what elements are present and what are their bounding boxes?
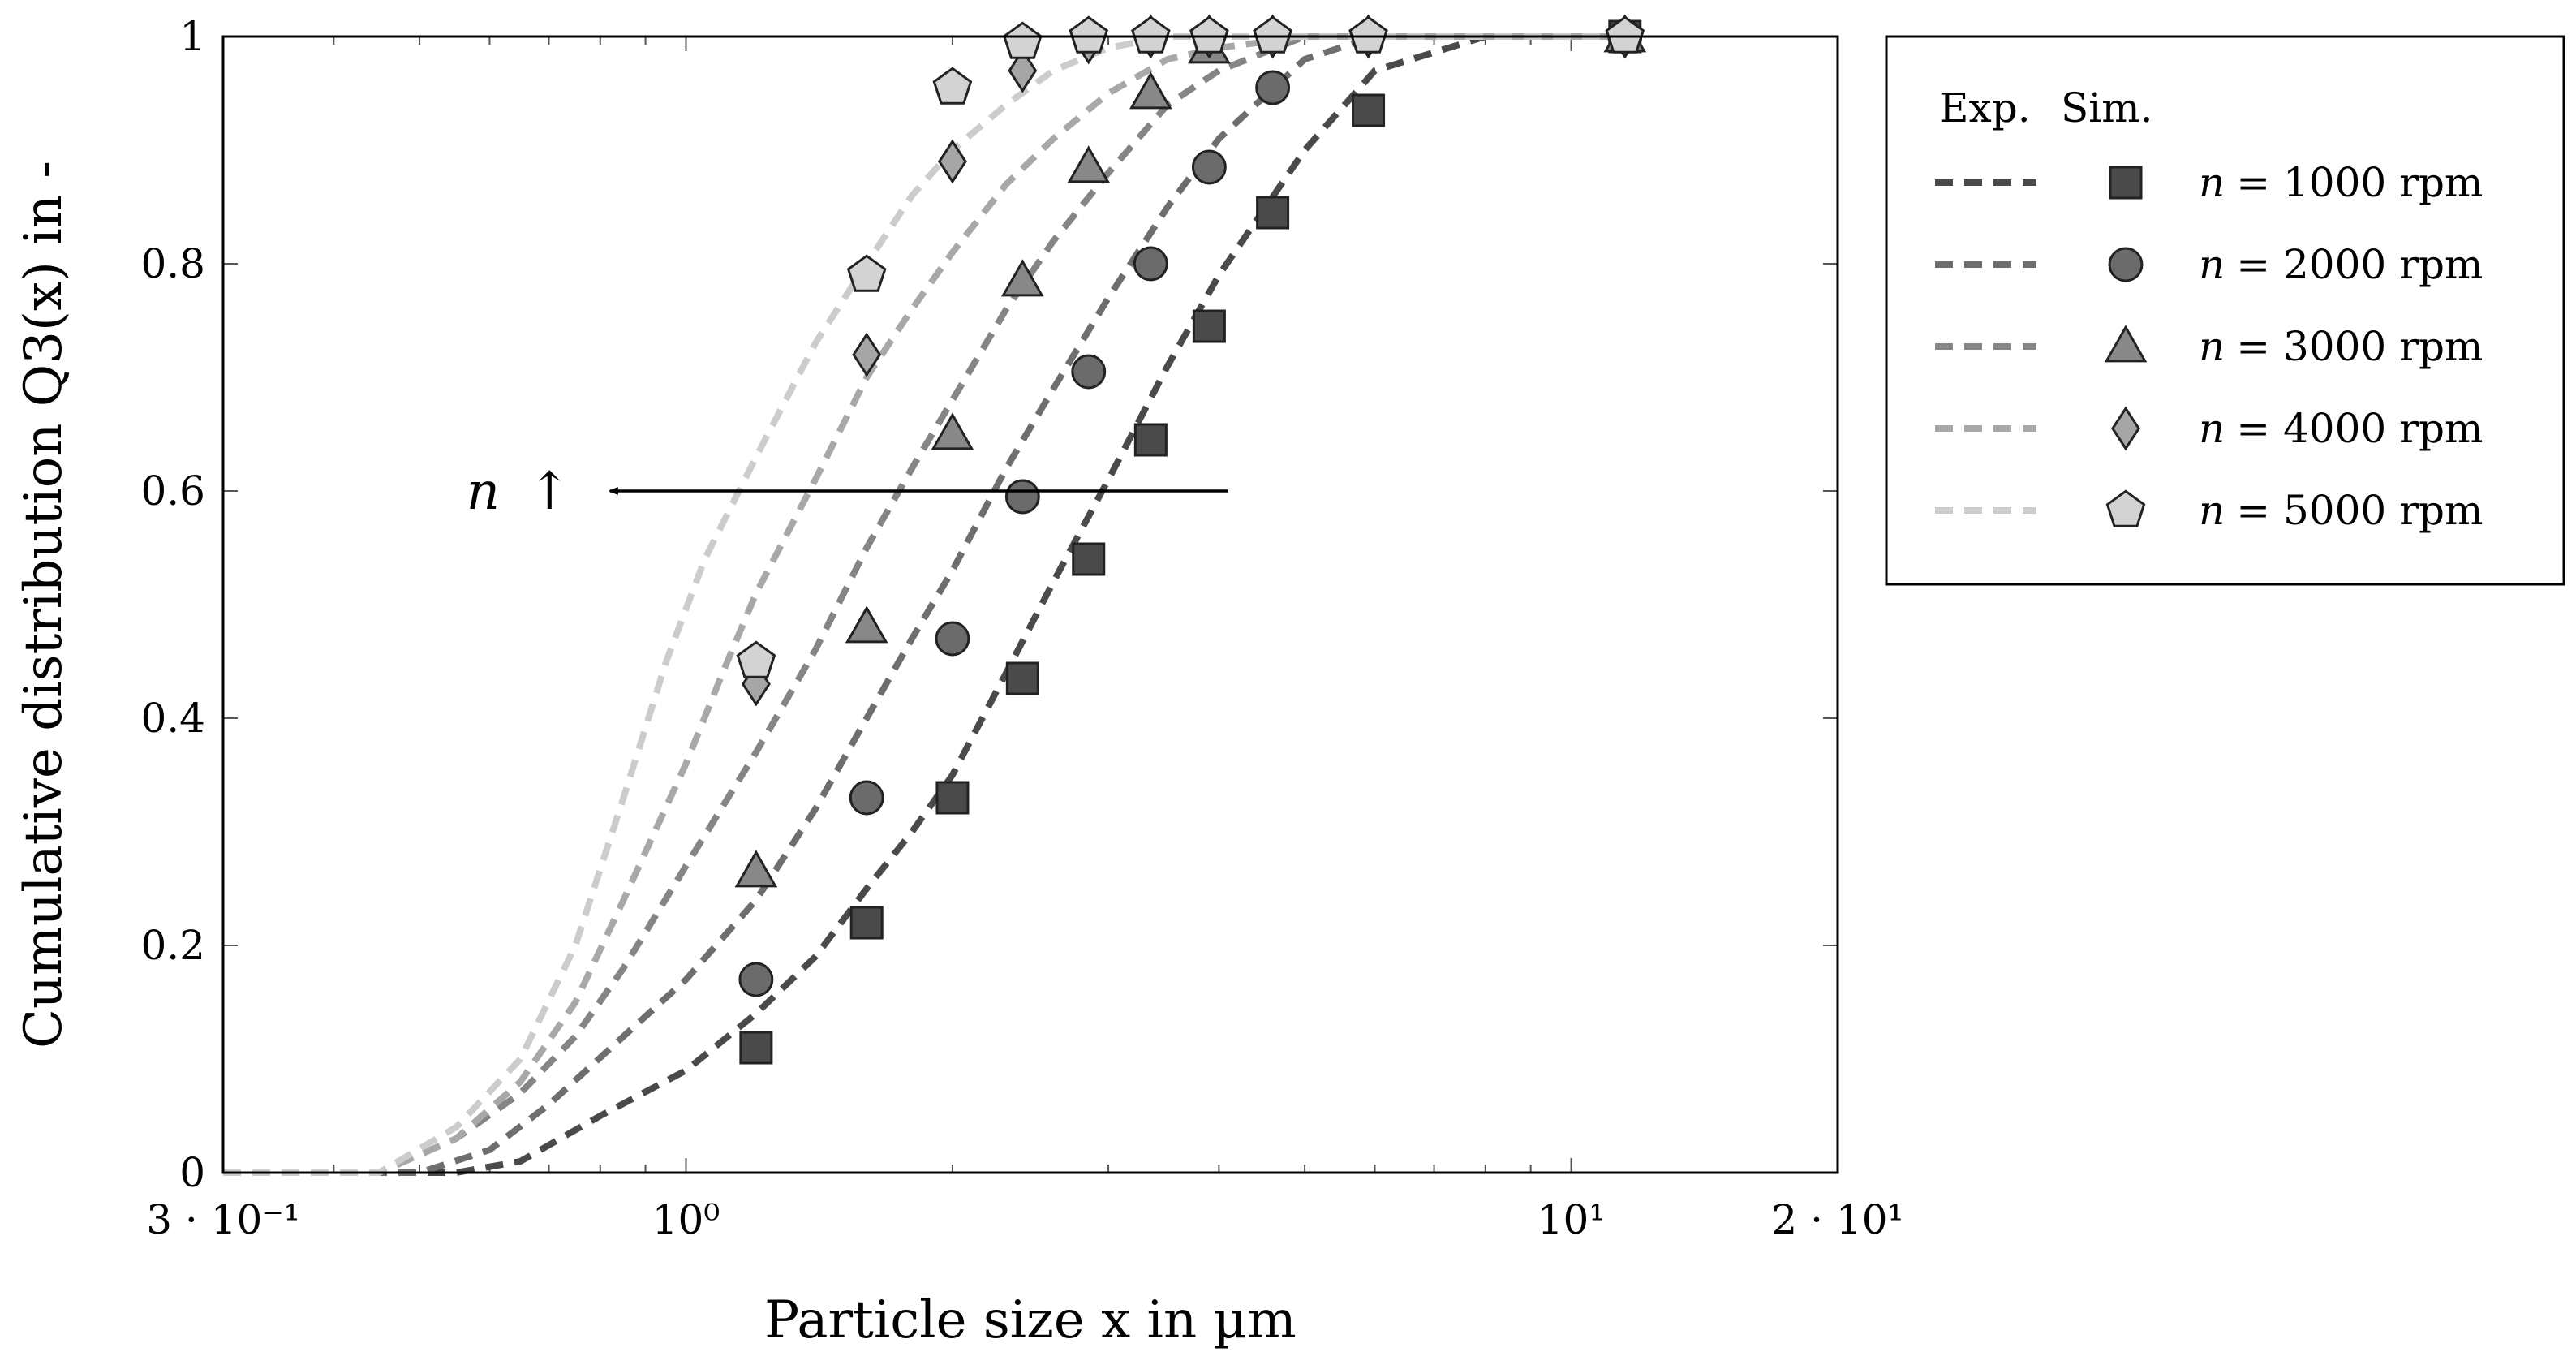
- y-tick-label: 0: [179, 1149, 205, 1196]
- exp-point-pentagon: [932, 67, 973, 105]
- exp-point-square: [739, 1031, 773, 1065]
- x-tick-label: 10⁰: [652, 1196, 720, 1243]
- exp-point-square: [1256, 196, 1290, 230]
- simulation-curves: [223, 33, 1641, 1176]
- exp-point-circle: [1191, 149, 1227, 185]
- speed-trend-label: n ↑: [467, 462, 571, 522]
- tick-labels: 3 · 10⁻¹ 10⁰ 10¹ 2 · 10¹ 0 0.2 0.4 0.6 0.8 1: [140, 13, 1903, 1243]
- exp-point-square: [1005, 661, 1039, 695]
- exp-point-circle: [1133, 246, 1168, 282]
- y-axis-title: Cumulative distribution Q3(x) in -: [14, 161, 74, 1049]
- exp-point-triangle: [1000, 259, 1044, 297]
- exp-point-circle: [1071, 354, 1107, 390]
- exp-point-square: [1192, 309, 1226, 343]
- x-axis-title: Particle size x in µm: [764, 1290, 1297, 1350]
- exp-point-square: [935, 781, 970, 815]
- x-tick-label: 3 · 10⁻¹: [146, 1196, 300, 1243]
- legend-label-n: n: [2199, 323, 2225, 370]
- legend-label: n = 5000 rpm: [2199, 487, 2483, 534]
- exp-point-triangle: [931, 412, 974, 450]
- exp-point-pentagon: [1002, 21, 1043, 59]
- legend-header-sim: Sim.: [2061, 84, 2153, 131]
- legend-label-value: = 2000 rpm: [2236, 241, 2483, 288]
- exp-point-pentagon: [1189, 15, 1229, 54]
- legend-marker-circle: [2108, 247, 2144, 282]
- y-tick-label: 0.2: [140, 922, 205, 969]
- legend-label: n = 2000 rpm: [2199, 241, 2483, 288]
- legend-label: n = 3000 rpm: [2199, 323, 2483, 370]
- exp-point-square: [1072, 542, 1106, 576]
- legend-label-n: n: [2199, 159, 2225, 206]
- exp-point-square: [1133, 423, 1168, 457]
- exp-point-diamond: [852, 332, 882, 377]
- exp-point-square: [849, 906, 884, 940]
- legend-box: [1885, 35, 2565, 586]
- exp-point-triangle: [1129, 71, 1172, 110]
- exp-point-circle: [1255, 70, 1291, 105]
- exp-point-circle: [1004, 479, 1040, 515]
- exp-point-pentagon: [1069, 15, 1109, 54]
- legend-label-value: = 1000 rpm: [2236, 159, 2483, 206]
- x-tick-label: 2 · 10¹: [1771, 1196, 1903, 1243]
- legend-label-value: = 3000 rpm: [2236, 323, 2483, 370]
- legend-marker-pentagon: [2105, 489, 2146, 527]
- y-tick-label: 1: [179, 13, 205, 60]
- exp-point-diamond: [937, 139, 967, 184]
- legend-marker-diamond: [2111, 406, 2140, 451]
- y-tick-label: 0.4: [140, 695, 205, 742]
- exp-point-pentagon: [1253, 15, 1292, 54]
- exp-point-pentagon: [846, 254, 887, 292]
- sim-curve: [223, 33, 1641, 1176]
- exp-point-pentagon: [1605, 15, 1645, 54]
- legend-label-value: = 4000 rpm: [2236, 405, 2483, 452]
- exp-point-triangle: [845, 605, 888, 644]
- exp-point-square: [1352, 93, 1386, 127]
- exp-point-circle: [738, 962, 774, 997]
- exp-point-pentagon: [1131, 15, 1171, 54]
- exp-point-circle: [935, 621, 970, 657]
- legend-label-n: n: [2199, 405, 2225, 452]
- exp-point-triangle: [1067, 145, 1111, 183]
- speed-symbol: n: [467, 462, 500, 522]
- legend-label: n = 4000 rpm: [2199, 405, 2483, 452]
- sim-curve: [223, 33, 1641, 1176]
- y-tick-label: 0.8: [140, 240, 205, 287]
- exp-point-triangle: [734, 850, 778, 888]
- plot-frame: [221, 35, 1839, 1174]
- legend-label-n: n: [2199, 241, 2225, 288]
- axes-ticks: [222, 36, 1838, 1173]
- legend-label-value: = 5000 rpm: [2236, 487, 2483, 534]
- exp-point-pentagon: [1348, 15, 1388, 54]
- sim-curve: [223, 33, 1641, 1176]
- exp-point-circle: [849, 780, 884, 816]
- y-tick-label: 0.6: [140, 467, 205, 515]
- exp-point-pentagon: [736, 640, 776, 678]
- legend-header-exp: Exp.: [1939, 84, 2031, 131]
- x-tick-label: 10¹: [1537, 1196, 1606, 1243]
- legend-marker-triangle: [2104, 325, 2148, 363]
- exp-point-diamond: [1008, 48, 1038, 93]
- legend-marker-square: [2109, 166, 2143, 200]
- legend-label: n = 1000 rpm: [2199, 159, 2483, 206]
- up-arrow-icon: ↑: [527, 462, 571, 522]
- sim-curve: [223, 33, 1641, 1176]
- legend-label-n: n: [2199, 487, 2225, 534]
